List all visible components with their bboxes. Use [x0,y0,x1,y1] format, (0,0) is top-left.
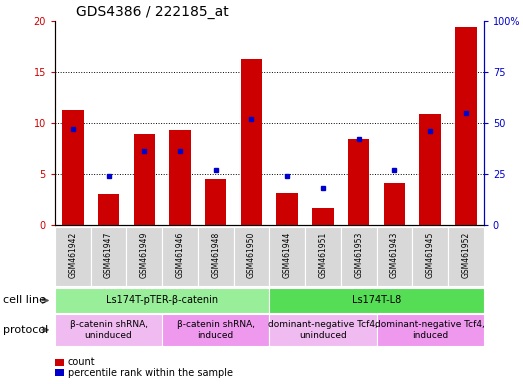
Bar [305,227,341,286]
Bar [198,227,234,286]
Bar [377,314,484,346]
Bar [312,209,334,225]
Text: count: count [68,358,96,367]
Bar [241,59,262,225]
Bar [348,139,369,225]
Text: β-catenin shRNA,
uninduced: β-catenin shRNA, uninduced [70,320,147,339]
Bar [90,227,127,286]
Bar [269,227,305,286]
Bar [419,114,441,225]
Text: GSM461943: GSM461943 [390,231,399,278]
Text: Ls174T-L8: Ls174T-L8 [352,295,401,306]
Bar [234,227,269,286]
Bar [162,314,269,346]
Bar [98,194,119,225]
Text: GSM461942: GSM461942 [69,231,77,278]
Text: GSM461951: GSM461951 [319,231,327,278]
Text: GSM461952: GSM461952 [461,231,470,278]
Text: β-catenin shRNA,
induced: β-catenin shRNA, induced [177,320,255,339]
Text: GSM461944: GSM461944 [283,231,292,278]
Text: GSM461953: GSM461953 [354,231,363,278]
Text: GSM461945: GSM461945 [426,231,435,278]
Bar [341,227,377,286]
Bar [384,183,405,225]
Text: GSM461948: GSM461948 [211,231,220,278]
Bar [412,227,448,286]
Text: GSM461950: GSM461950 [247,231,256,278]
Bar [277,193,298,225]
Bar [55,288,269,313]
Bar [269,288,484,313]
Bar [205,179,226,225]
Text: dominant-negative Tcf4,
induced: dominant-negative Tcf4, induced [376,320,485,339]
Bar [455,27,476,225]
Bar [62,110,84,225]
Text: GSM461946: GSM461946 [176,231,185,278]
Bar [269,314,377,346]
Bar [448,227,484,286]
Text: GSM461947: GSM461947 [104,231,113,278]
Text: cell line: cell line [3,295,46,306]
Text: GSM461949: GSM461949 [140,231,149,278]
Bar [169,130,191,225]
Bar [127,227,162,286]
Bar [162,227,198,286]
Text: protocol: protocol [3,325,48,335]
Text: Ls174T-pTER-β-catenin: Ls174T-pTER-β-catenin [106,295,218,306]
Bar [377,227,412,286]
Bar [55,227,90,286]
Text: GDS4386 / 222185_at: GDS4386 / 222185_at [76,5,229,19]
Text: dominant-negative Tcf4,
uninduced: dominant-negative Tcf4, uninduced [268,320,378,339]
Bar [55,314,162,346]
Text: percentile rank within the sample: percentile rank within the sample [68,368,233,378]
Bar [133,134,155,225]
